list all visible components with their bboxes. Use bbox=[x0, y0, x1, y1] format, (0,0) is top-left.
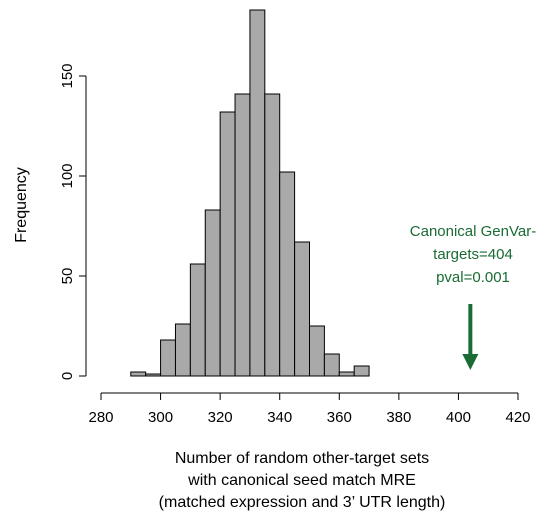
x-tick-label-400: 400 bbox=[446, 409, 471, 426]
histogram-bar-315-320 bbox=[204, 209, 221, 377]
x-axis-title-line-1: Number of random other-target sets bbox=[175, 450, 429, 467]
histogram-bar-330-335 bbox=[249, 9, 266, 377]
x-tick-label-340: 340 bbox=[267, 409, 292, 426]
histogram-bar-300-305 bbox=[160, 339, 176, 377]
histogram-bar-305-310 bbox=[174, 323, 191, 377]
histogram-bar-290-295 bbox=[130, 371, 147, 377]
histogram-bar-335-340 bbox=[264, 93, 281, 377]
annotation-line-3: pval=0.001 bbox=[436, 269, 510, 286]
histogram-bar-320-325 bbox=[219, 111, 236, 377]
y-tick-label-0: 0 bbox=[59, 372, 76, 380]
annotation-arrow-head bbox=[462, 354, 479, 370]
x-tick-label-420: 420 bbox=[505, 409, 530, 426]
histogram-bar-345-350 bbox=[294, 241, 310, 377]
x-tick-label-380: 380 bbox=[386, 409, 411, 426]
x-axis-title-line-2: with canonical seed match MRE bbox=[187, 472, 416, 489]
histogram-bar-310-315 bbox=[189, 263, 206, 377]
y-tick-label-150: 150 bbox=[59, 63, 76, 88]
annotation-line-2: targets=404 bbox=[433, 246, 513, 263]
annotation-line-1: Canonical GenVar- bbox=[410, 223, 536, 240]
histogram-bar-355-360 bbox=[323, 353, 340, 377]
x-tick-label-320: 320 bbox=[208, 409, 233, 426]
histogram-bar-325-330 bbox=[234, 93, 251, 377]
x-tick-label-280: 280 bbox=[88, 409, 113, 426]
histogram-bar-350-355 bbox=[309, 325, 325, 377]
histogram-bars bbox=[130, 9, 370, 377]
histogram-bar-360-365 bbox=[338, 371, 355, 377]
histogram-bar-295-300 bbox=[145, 373, 162, 377]
histogram-bar-365-370 bbox=[353, 365, 370, 377]
x-axis: 280 300 320 340 360 380 400 420 bbox=[88, 392, 531, 426]
y-axis: 0 50 100 150 bbox=[59, 63, 87, 380]
x-tick-label-300: 300 bbox=[148, 409, 173, 426]
y-tick-label-50: 50 bbox=[59, 268, 76, 285]
x-axis-title-line-3: (matched expression and 3’ UTR length) bbox=[159, 494, 446, 511]
observed-value-annotation: Canonical GenVar- targets=404 pval=0.001 bbox=[410, 223, 536, 370]
x-tick-label-360: 360 bbox=[327, 409, 352, 426]
histogram-bar-340-345 bbox=[279, 171, 296, 377]
y-tick-label-100: 100 bbox=[59, 163, 76, 188]
y-axis-title: Frequency bbox=[13, 167, 30, 243]
